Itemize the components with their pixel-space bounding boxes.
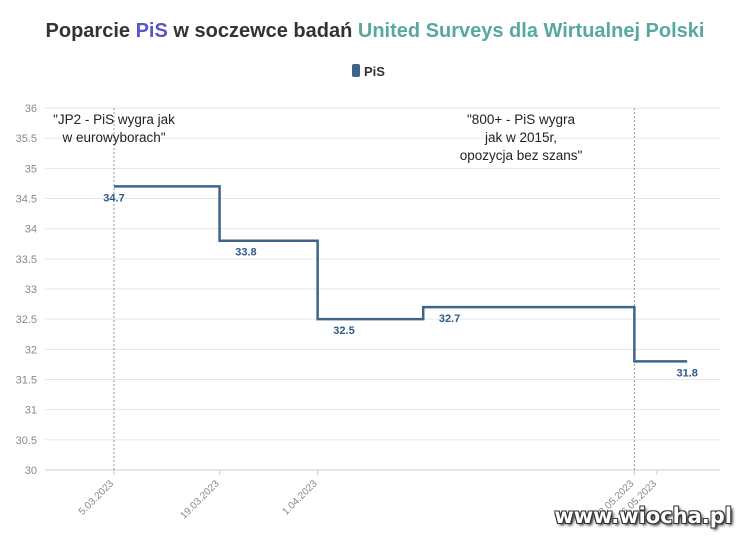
y-tick-label: 32	[25, 344, 37, 356]
legend[interactable]: PiS	[352, 64, 385, 79]
annotation-markers	[113, 108, 635, 470]
series-line-pis	[114, 185, 688, 363]
y-tick-label: 31.5	[16, 375, 37, 387]
annotations: "JP2 - PiS wygra jak w eurowyborach" "800+…	[53, 112, 582, 163]
data-label: 32.7	[439, 313, 460, 325]
y-tick-label: 33	[25, 284, 37, 296]
y-tick-label: 33.5	[16, 254, 37, 266]
chart-title: Poparcie PiS w soczewce badań United Sur…	[46, 20, 705, 42]
y-tick-label: 35.5	[16, 133, 37, 145]
title-part-1: Poparcie	[46, 20, 136, 42]
annotation-text: w eurowyborach"	[61, 130, 165, 145]
annotation-text: "JP2 - PiS wygra jak	[53, 112, 175, 127]
y-tick-label: 35	[25, 163, 37, 175]
data-labels: 34.7 33.8 32.5 32.7 31.8	[103, 192, 698, 379]
legend-swatch	[352, 64, 360, 77]
x-tick-label: 5.03.2023	[77, 478, 117, 518]
watermark: www.wiocha.pl	[554, 504, 732, 528]
x-tick-label: 1.04.2023	[281, 478, 321, 518]
grid: 30 30.5 31 31.5 32 32.5 33 33.5 34 34.5 35 35.5 36	[16, 103, 720, 477]
x-tick-label: 19.03.2023	[179, 478, 222, 521]
y-tick-label: 32.5	[16, 314, 37, 326]
title-part-2: PiS	[136, 20, 168, 42]
annotation-text: "800+ - PiS wygra	[467, 112, 575, 127]
y-tick-label: 34	[25, 224, 37, 236]
y-tick-label: 30.5	[16, 435, 37, 447]
y-tick-label: 36	[25, 103, 37, 115]
legend-label: PiS	[364, 64, 385, 79]
y-tick-label: 34.5	[16, 194, 37, 206]
data-label: 34.7	[103, 192, 124, 204]
title-part-3: w soczewce badań	[168, 20, 358, 42]
series-layer	[114, 185, 688, 363]
data-label: 33.8	[235, 247, 256, 259]
annotation-text: opozycja bez szans"	[460, 148, 583, 163]
data-label: 32.5	[333, 325, 354, 337]
y-tick-label: 31	[25, 405, 37, 417]
title-part-4: United Surveys dla Wirtualnej Polski	[358, 20, 705, 42]
y-tick-label: 30	[25, 465, 37, 477]
data-label: 31.8	[676, 367, 697, 379]
annotation-text: jak w 2015r,	[484, 130, 557, 145]
